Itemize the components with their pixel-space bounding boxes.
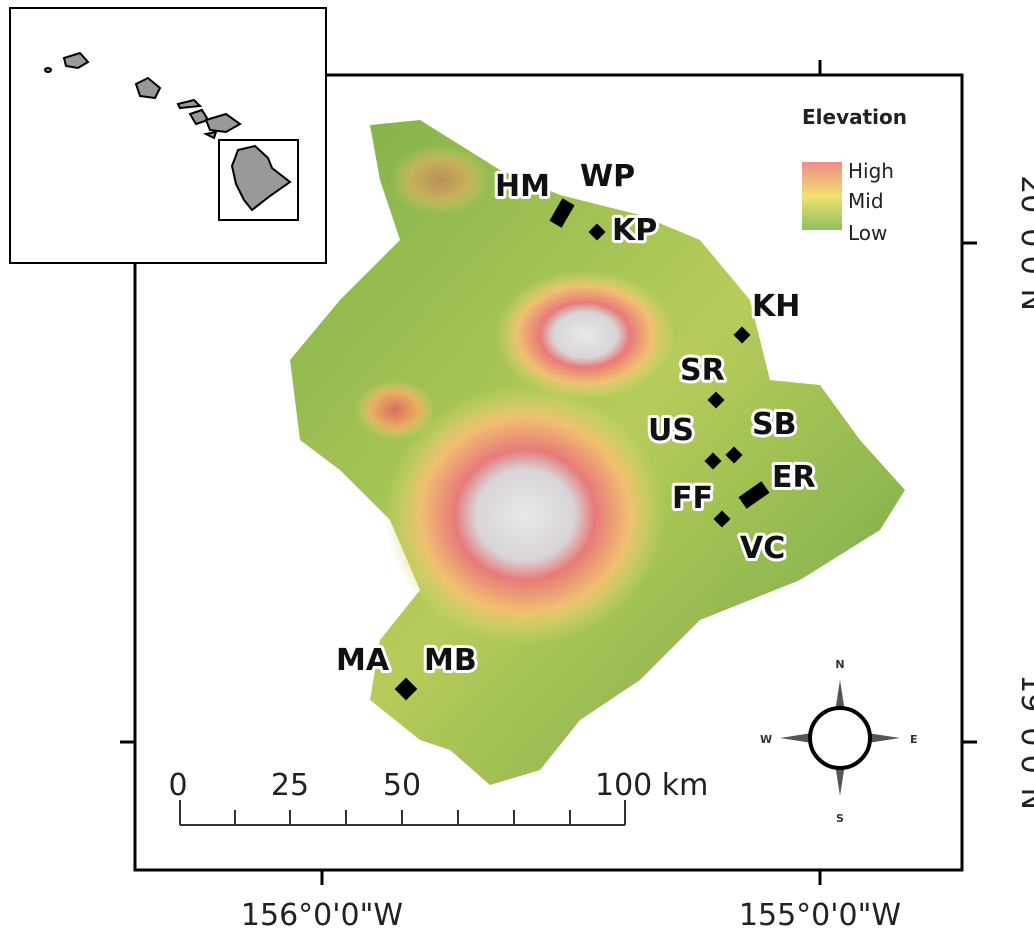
x-coord-label: 155°0'0"W [739, 898, 901, 933]
site-label: KP [612, 213, 657, 248]
site-label: ER [772, 460, 816, 495]
site-label: KH [752, 289, 800, 324]
legend-item: Low [848, 221, 887, 245]
site-label: MA [336, 643, 390, 678]
scale-label: 0 [168, 768, 187, 803]
y-coord-label: 19°0'0"N [1014, 674, 1034, 810]
site-label: US [648, 413, 694, 448]
site-label: FF [672, 481, 713, 516]
compass-label: W [760, 733, 772, 746]
y-coord-label: 20°0'0"N [1014, 175, 1034, 311]
site-label: WP [580, 159, 635, 194]
site-label: SR [680, 353, 725, 388]
scale-label: 25 [271, 768, 309, 803]
legend-item: Mid [848, 189, 884, 213]
scale-label: 100 km [595, 768, 708, 803]
map: HM WP KP KH SR SB US ER FF VC MA MB Elev… [0, 0, 1034, 951]
legend-ramp [802, 162, 842, 230]
x-coord-label: 156°0'0"W [241, 898, 403, 933]
site-label: VC [740, 531, 785, 566]
site-label: HM [495, 169, 550, 204]
legend-title: Elevation [802, 105, 907, 129]
site-label: SB [752, 407, 796, 442]
compass-label: S [836, 812, 844, 825]
scale-label: 50 [383, 768, 421, 803]
site-label: MB [424, 643, 477, 678]
compass-label: E [910, 733, 918, 746]
legend-item: High [848, 159, 894, 183]
inset-map [10, 8, 326, 263]
compass-label: N [835, 658, 844, 671]
